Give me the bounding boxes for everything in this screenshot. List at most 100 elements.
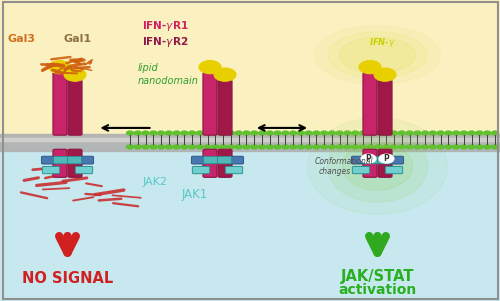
Text: changes: changes [319, 167, 351, 176]
Circle shape [180, 131, 188, 135]
Circle shape [289, 131, 297, 135]
Circle shape [157, 131, 165, 135]
Circle shape [351, 144, 359, 149]
Circle shape [320, 131, 328, 135]
Circle shape [64, 68, 86, 81]
Circle shape [460, 131, 468, 135]
Circle shape [336, 144, 344, 149]
Circle shape [483, 144, 491, 149]
Circle shape [266, 131, 274, 135]
Circle shape [406, 144, 413, 149]
Circle shape [476, 131, 484, 135]
Circle shape [436, 131, 444, 135]
Circle shape [188, 144, 196, 149]
Circle shape [344, 131, 351, 135]
FancyBboxPatch shape [204, 157, 218, 164]
Bar [0, 0, 500, 144]
Text: P: P [384, 154, 390, 163]
Circle shape [258, 144, 266, 149]
FancyBboxPatch shape [378, 149, 392, 177]
Circle shape [359, 144, 367, 149]
Circle shape [366, 144, 374, 149]
FancyBboxPatch shape [363, 73, 377, 135]
Text: JAK2: JAK2 [142, 177, 168, 187]
Circle shape [328, 144, 336, 149]
Circle shape [234, 144, 242, 149]
Circle shape [219, 144, 227, 149]
Circle shape [214, 68, 236, 81]
Circle shape [390, 144, 398, 149]
Circle shape [242, 144, 250, 149]
Circle shape [491, 144, 499, 149]
Bar [0, 144, 500, 301]
Bar [0, 138, 500, 141]
Circle shape [452, 131, 460, 135]
Circle shape [126, 144, 134, 149]
Circle shape [142, 131, 150, 135]
Circle shape [134, 131, 142, 135]
Circle shape [374, 131, 382, 135]
Circle shape [398, 131, 406, 135]
Text: nanodomain: nanodomain [138, 76, 198, 86]
Text: activation: activation [338, 283, 416, 296]
Circle shape [126, 131, 134, 135]
Circle shape [491, 131, 499, 135]
Circle shape [429, 144, 437, 149]
Circle shape [204, 144, 212, 149]
Circle shape [142, 144, 150, 149]
FancyBboxPatch shape [68, 149, 82, 177]
Circle shape [366, 131, 374, 135]
Circle shape [483, 131, 491, 135]
Circle shape [344, 144, 351, 149]
Circle shape [304, 144, 312, 149]
Text: IFN-$\gamma$: IFN-$\gamma$ [369, 36, 396, 49]
Bar [0, 134, 500, 150]
Circle shape [320, 144, 328, 149]
Ellipse shape [328, 32, 427, 78]
Ellipse shape [339, 37, 416, 73]
Ellipse shape [308, 118, 448, 214]
Circle shape [289, 144, 297, 149]
FancyBboxPatch shape [226, 166, 242, 174]
FancyBboxPatch shape [218, 80, 232, 135]
FancyBboxPatch shape [218, 157, 232, 164]
FancyBboxPatch shape [42, 166, 59, 174]
Circle shape [274, 131, 281, 135]
Circle shape [297, 144, 305, 149]
Circle shape [390, 131, 398, 135]
Circle shape [382, 144, 390, 149]
Text: Conformational: Conformational [315, 157, 374, 166]
Circle shape [351, 131, 359, 135]
Circle shape [359, 61, 381, 74]
Circle shape [180, 144, 188, 149]
FancyBboxPatch shape [68, 157, 82, 164]
Circle shape [379, 154, 394, 163]
Circle shape [452, 144, 460, 149]
Circle shape [476, 144, 484, 149]
Ellipse shape [328, 130, 428, 202]
Text: JAK1: JAK1 [182, 188, 208, 201]
FancyBboxPatch shape [68, 80, 82, 135]
Circle shape [150, 131, 158, 135]
Circle shape [165, 144, 173, 149]
Circle shape [234, 131, 242, 135]
Circle shape [312, 131, 320, 135]
FancyBboxPatch shape [228, 156, 244, 164]
FancyBboxPatch shape [53, 149, 67, 177]
FancyBboxPatch shape [352, 166, 370, 174]
FancyBboxPatch shape [363, 149, 377, 177]
FancyBboxPatch shape [76, 166, 92, 174]
Circle shape [199, 61, 221, 74]
Circle shape [266, 144, 274, 149]
Circle shape [444, 131, 452, 135]
Circle shape [157, 144, 165, 149]
Circle shape [406, 131, 413, 135]
Circle shape [227, 144, 235, 149]
FancyBboxPatch shape [203, 149, 217, 177]
Text: NO SIGNAL: NO SIGNAL [22, 271, 113, 286]
Circle shape [429, 131, 437, 135]
Circle shape [468, 144, 475, 149]
FancyBboxPatch shape [352, 156, 366, 164]
Circle shape [150, 144, 158, 149]
Circle shape [436, 144, 444, 149]
